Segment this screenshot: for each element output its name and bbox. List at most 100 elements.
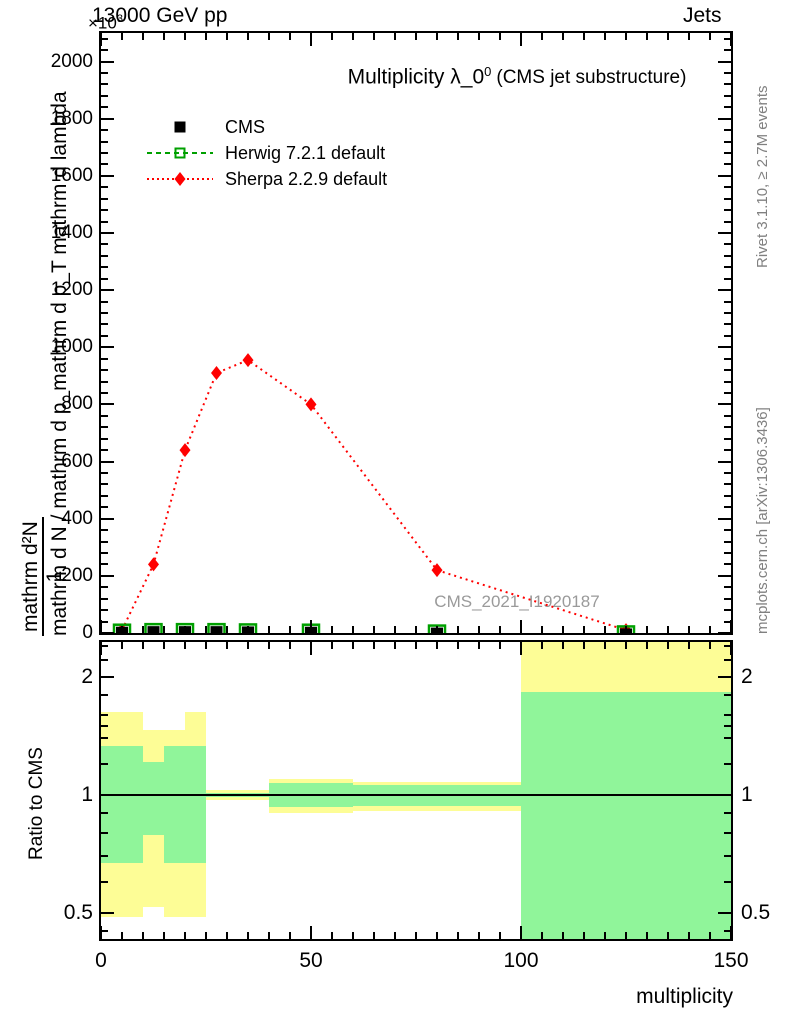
ratio-x-tick <box>205 932 207 939</box>
sherpa-series-line <box>121 359 627 632</box>
legend-item-herwig[interactable]: Herwig 7.2.1 default <box>147 140 387 166</box>
plot-title-main: Multiplicity λ_0 <box>347 65 485 89</box>
main-x-tick <box>247 33 249 40</box>
ratio-y-tick <box>724 762 731 765</box>
legend-item-sherpa[interactable]: Sherpa 2.2.9 default <box>147 166 387 192</box>
main-y-tick <box>718 460 731 463</box>
ratio-x-tick <box>478 932 480 939</box>
main-y-tick-label: 1800 <box>50 107 93 129</box>
main-x-tick <box>226 33 228 40</box>
main-y-tick <box>101 243 108 246</box>
x-tick-label: 100 <box>503 949 539 972</box>
main-y-tick <box>101 494 108 497</box>
ratio-y-tick <box>724 713 731 716</box>
main-y-tick <box>724 323 731 326</box>
main-y-tick <box>724 609 731 612</box>
main-y-tick <box>101 117 114 120</box>
ratio-x-tick <box>688 932 690 939</box>
main-y-tick <box>101 426 108 429</box>
ratio-y-tick-label-left: 0.5 <box>63 901 93 925</box>
ratio-x-tick <box>142 932 144 939</box>
main-x-tick <box>373 33 375 40</box>
main-x-tick <box>688 626 690 633</box>
main-x-tick <box>499 33 501 40</box>
main-y-tick <box>101 152 108 154</box>
main-y-tick-label: 0 <box>82 622 93 643</box>
ratio-x-tick <box>499 932 501 939</box>
main-y-tick <box>724 563 731 566</box>
ratio-y-tick <box>724 724 731 727</box>
ratio-x-tick <box>730 642 731 655</box>
sherpa-series-points <box>116 353 632 633</box>
main-y-tick-label: 1600 <box>50 164 93 186</box>
main-y-tick <box>724 552 731 554</box>
sherpa-marker <box>148 557 159 572</box>
main-x-tick <box>478 626 480 633</box>
main-y-tick <box>724 494 731 497</box>
ratio-y-tick <box>101 724 108 727</box>
main-y-tick <box>724 586 731 589</box>
main-y-tick <box>724 392 731 394</box>
ratio-x-tick <box>583 932 585 939</box>
main-x-tick <box>352 626 354 633</box>
legend-item-cms[interactable]: CMS <box>147 114 387 140</box>
main-x-tick <box>268 626 270 633</box>
ratio-y-tick <box>101 693 108 696</box>
ratio-y-tick <box>101 793 114 796</box>
ratio-x-tick <box>688 642 690 649</box>
main-x-tick <box>373 626 375 633</box>
ratio-y-tick <box>101 644 108 647</box>
main-x-tick <box>100 620 102 633</box>
main-y-tick <box>101 300 108 303</box>
ratio-x-tick <box>163 642 165 649</box>
main-y-tick <box>101 620 108 623</box>
herwig-series-points <box>112 622 636 633</box>
main-y-tick <box>724 277 731 280</box>
main-x-tick <box>457 33 459 40</box>
ratio-x-tick <box>667 932 669 939</box>
main-y-tick <box>101 197 108 200</box>
main-y-tick <box>724 163 731 166</box>
ratio-x-tick <box>142 642 144 649</box>
ratio-y-tick <box>724 832 731 835</box>
main-y-tick <box>101 60 114 63</box>
main-y-tick <box>101 540 108 543</box>
herwig-marker <box>112 623 132 633</box>
main-y-tick <box>724 106 731 109</box>
main-x-tick <box>226 626 228 633</box>
rivet-version-note: Rivet 3.1.10, ≥ 2.7M events <box>754 85 771 269</box>
ratio-y-tick <box>101 854 108 857</box>
main-y-tick <box>101 517 114 520</box>
main-y-tick <box>724 369 731 372</box>
main-y-tick <box>101 334 108 337</box>
main-y-tick <box>101 323 108 326</box>
main-x-tick <box>583 33 585 40</box>
main-x-tick <box>415 626 417 633</box>
ratio-y-tick <box>724 811 731 814</box>
ratio-x-tick <box>667 642 669 649</box>
main-x-tick <box>730 620 732 633</box>
main-x-tick <box>583 626 585 633</box>
main-x-tick <box>394 626 396 633</box>
legend-key-herwig <box>147 143 213 163</box>
herwig-marker <box>207 622 226 633</box>
main-y-tick <box>724 334 731 337</box>
main-y-tick <box>101 529 108 532</box>
ratio-y-tick <box>718 675 731 678</box>
main-y-tick <box>101 106 108 109</box>
main-y-tick <box>101 72 108 74</box>
main-y-tick <box>101 357 108 360</box>
legend-label-herwig: Herwig 7.2.1 default <box>225 142 386 163</box>
ratio-x-tick <box>541 642 543 649</box>
legend-key-sherpa <box>147 169 213 189</box>
main-y-tick <box>101 552 108 554</box>
ratio-x-tick <box>184 932 186 939</box>
ratio-y-tick <box>724 736 731 739</box>
ratio-x-tick <box>247 932 249 939</box>
main-y-tick <box>718 117 731 120</box>
main-x-tick <box>520 620 522 633</box>
main-y-tick-label: 800 <box>61 393 93 415</box>
main-y-tick <box>101 140 108 143</box>
main-y-tick-label: 400 <box>61 507 93 529</box>
